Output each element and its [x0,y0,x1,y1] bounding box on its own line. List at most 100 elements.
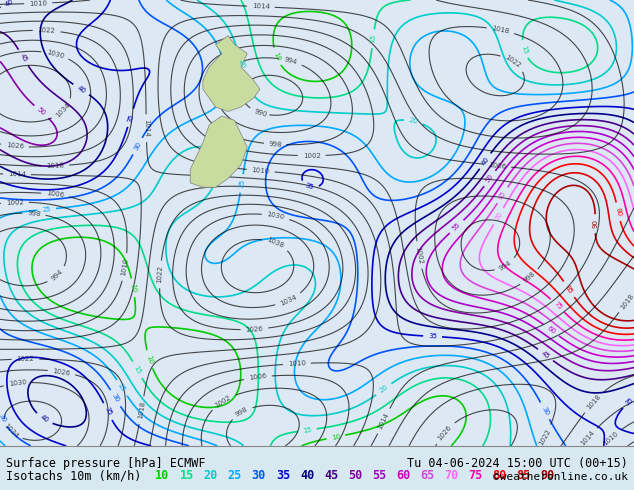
Text: 15: 15 [520,44,528,54]
Text: 1018: 1018 [585,393,602,411]
Text: 998: 998 [522,270,537,284]
Text: 40: 40 [300,469,314,482]
Text: 25: 25 [117,382,127,393]
Text: 85: 85 [517,469,531,482]
Text: 20: 20 [204,469,217,482]
Text: 1022: 1022 [157,266,164,283]
Text: 1038: 1038 [266,237,285,249]
Text: 15: 15 [370,34,377,44]
Text: 1026: 1026 [6,142,24,150]
Text: 1014: 1014 [377,412,391,431]
Text: 1002: 1002 [214,394,232,409]
Text: 25: 25 [228,469,242,482]
Text: 1034: 1034 [55,102,72,119]
Text: 998: 998 [27,210,41,217]
Text: 1010: 1010 [602,430,619,446]
Text: 1006: 1006 [46,191,65,198]
Text: 90: 90 [592,219,598,228]
Text: 20: 20 [238,59,245,69]
Text: 80: 80 [493,469,507,482]
Text: 1014: 1014 [8,171,26,177]
Text: 40: 40 [76,85,87,95]
Text: 35: 35 [624,396,634,407]
Polygon shape [203,36,260,112]
Text: 75: 75 [552,300,563,311]
Text: 1026: 1026 [52,368,71,376]
Text: 55: 55 [451,221,462,232]
Text: 35: 35 [304,182,314,191]
Text: 65: 65 [498,190,507,200]
Text: 1006: 1006 [249,373,267,381]
Text: 1010: 1010 [29,0,48,6]
Text: 40: 40 [39,414,49,424]
Text: Surface pressure [hPa] ECMWF: Surface pressure [hPa] ECMWF [6,457,206,470]
Text: 70: 70 [494,211,503,221]
Text: 1010: 1010 [288,360,306,367]
Text: 1034: 1034 [2,423,19,440]
Text: 40: 40 [480,156,490,167]
Text: 1030: 1030 [266,211,285,220]
Text: 1002: 1002 [6,199,24,206]
Text: 85: 85 [564,284,574,294]
Text: 30: 30 [133,141,142,151]
Text: 50: 50 [485,173,495,184]
Text: 1022: 1022 [504,54,522,69]
Text: 1014: 1014 [143,119,150,137]
Text: 35: 35 [103,406,112,417]
Text: 1026: 1026 [245,326,264,333]
Text: 15: 15 [179,469,193,482]
Text: 1014: 1014 [579,430,596,447]
Text: 1014: 1014 [252,3,270,10]
Text: 10: 10 [129,283,137,293]
Text: 65: 65 [420,469,434,482]
Text: 35: 35 [428,333,437,340]
Text: 35: 35 [276,469,290,482]
Text: 1022: 1022 [16,356,34,362]
Text: 994: 994 [283,56,298,66]
Text: 998: 998 [269,141,283,147]
Text: 15: 15 [133,365,142,375]
Text: 10: 10 [331,433,341,441]
Text: 1022: 1022 [538,428,552,446]
Text: 1030: 1030 [46,49,65,59]
Text: 60: 60 [396,469,410,482]
Text: ©weatheronline.co.uk: ©weatheronline.co.uk [493,472,628,482]
Text: 10: 10 [145,354,153,365]
Text: 30: 30 [110,393,120,404]
Text: 990: 990 [254,108,268,118]
Text: 55: 55 [372,469,386,482]
Text: 45: 45 [540,350,551,360]
Text: 1034: 1034 [279,294,298,307]
Text: 30: 30 [540,405,550,416]
Text: 10: 10 [155,469,169,482]
Text: 45: 45 [324,469,338,482]
Text: Isotachs 10m (km/h): Isotachs 10m (km/h) [6,469,142,482]
Text: 1018: 1018 [46,162,64,169]
Text: 1018: 1018 [137,401,146,419]
Text: 25: 25 [42,206,51,213]
Text: 25: 25 [238,179,245,188]
Text: 1022: 1022 [37,27,56,34]
Text: 40: 40 [4,0,15,8]
Text: 20: 20 [408,118,418,125]
Text: 30: 30 [0,413,7,424]
Text: 20: 20 [378,384,389,394]
Text: 1002: 1002 [415,245,424,264]
Text: 75: 75 [469,469,482,482]
Text: 1010: 1010 [252,167,270,174]
Text: 60: 60 [546,325,557,335]
Text: 70: 70 [444,469,458,482]
Text: 1026: 1026 [436,424,453,441]
Text: Tu 04-06-2024 15:00 UTC (00+15): Tu 04-06-2024 15:00 UTC (00+15) [407,457,628,470]
Text: 1018: 1018 [619,293,634,310]
Text: 30: 30 [252,469,266,482]
Text: 1018: 1018 [491,25,510,35]
Text: 80: 80 [614,207,622,217]
Text: 50: 50 [348,469,362,482]
Text: 35: 35 [126,113,134,123]
Text: 45: 45 [18,52,28,63]
Text: 90: 90 [541,469,555,482]
Text: 998: 998 [235,406,249,418]
Text: 1030: 1030 [8,379,27,387]
Text: 1010: 1010 [120,258,129,276]
